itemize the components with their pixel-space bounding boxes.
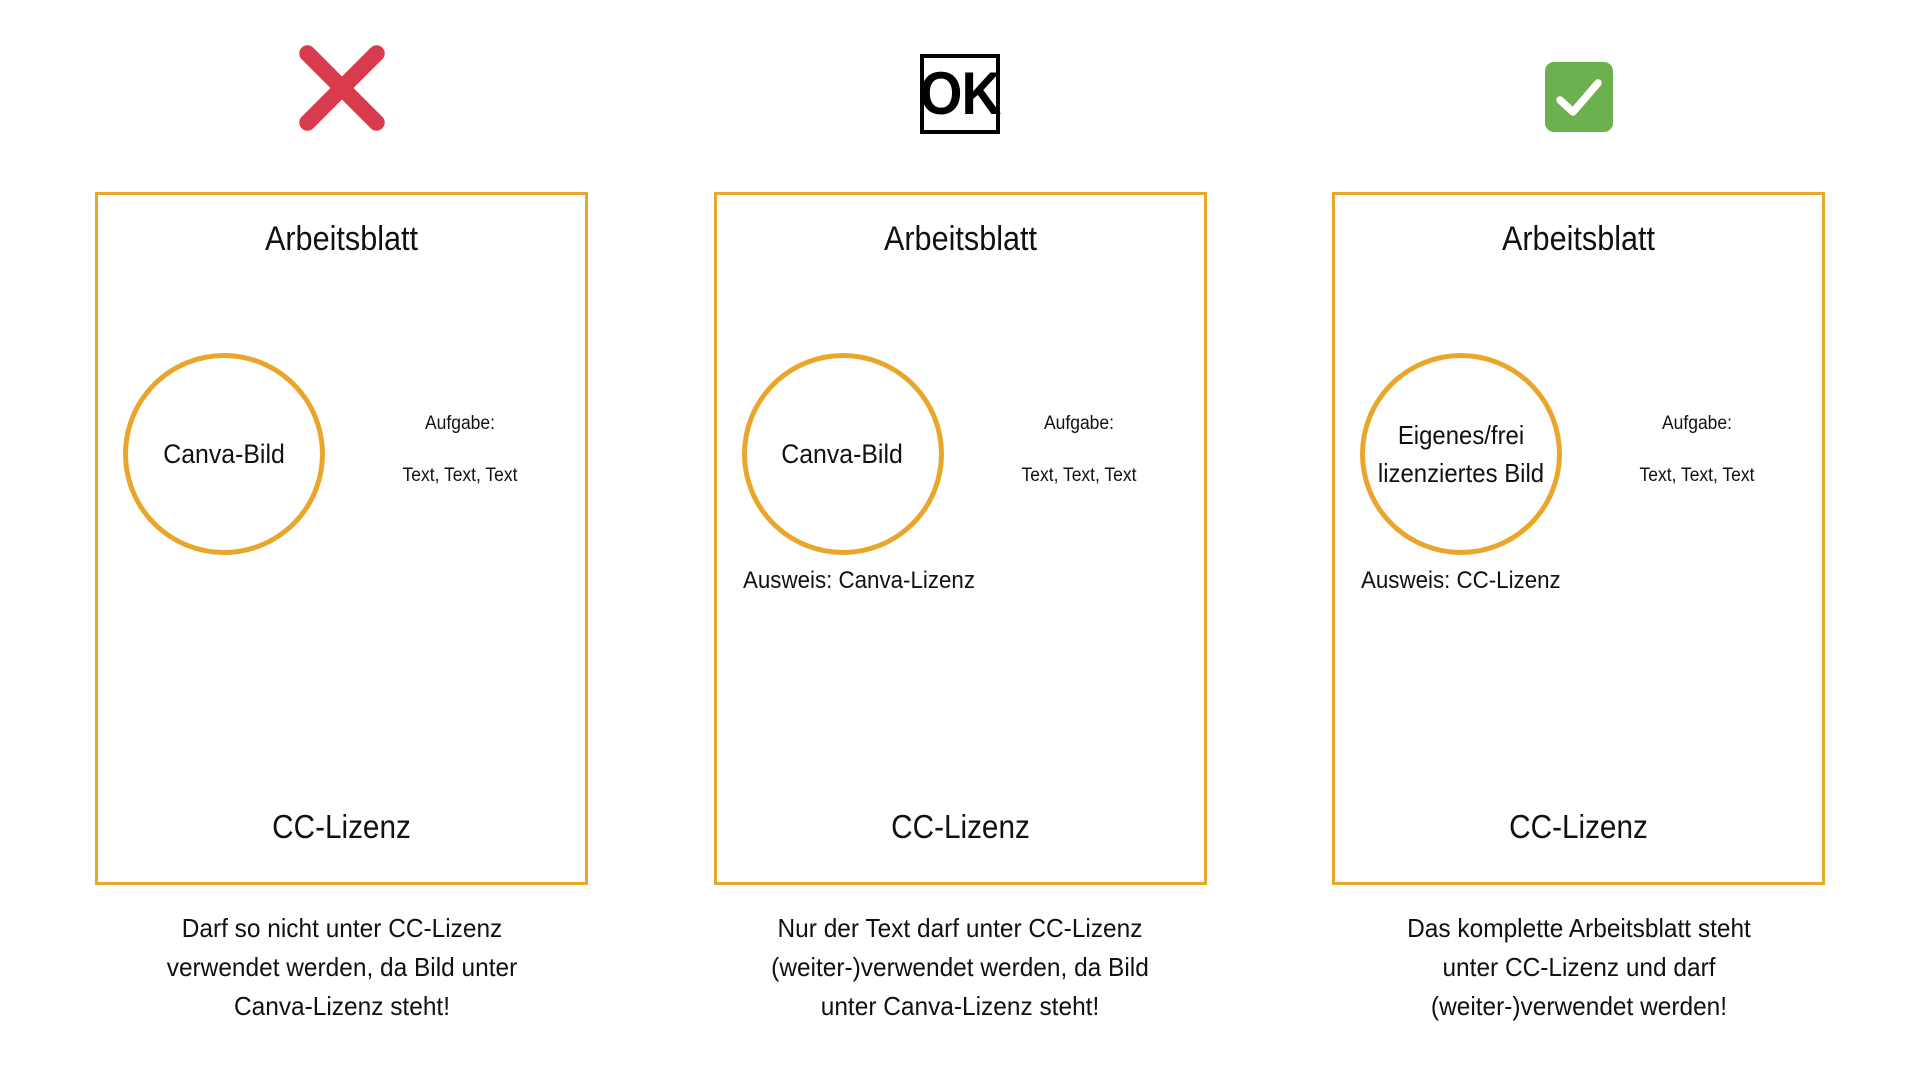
image-placeholder-circle: Canva-Bild (123, 353, 325, 555)
image-placeholder-circle: Eigenes/frei lizenziertes Bild (1360, 353, 1562, 555)
image-placeholder-label: Canva-Bild (781, 439, 904, 469)
worksheet-card: Arbeitsblatt Canva-Bild Aufgabe: Text, T… (95, 192, 588, 885)
status-icon-slot-2: OK (714, 0, 1207, 192)
worksheet-license-label: CC-Lizenz (890, 808, 1030, 845)
worksheet-license-label: CC-Lizenz (272, 808, 411, 845)
case-column-fully-allowed: Arbeitsblatt Eigenes/frei lizenziertes B… (1332, 0, 1825, 1080)
green-check-icon (1544, 62, 1613, 132)
task-block: Aufgabe: Text, Text, Text (979, 413, 1179, 487)
task-title: Aufgabe: (424, 413, 495, 434)
case-column-partly-allowed: OK Arbeitsblatt Canva-Bild Aufgabe: Text… (713, 0, 1207, 1080)
worksheet-card: Arbeitsblatt Eigenes/frei lizenziertes B… (1332, 192, 1825, 885)
image-license-note: Ausweis: CC-Lizenz (1361, 567, 1561, 594)
status-icon-slot-1 (95, 0, 588, 192)
task-block: Aufgabe: Text, Text, Text (360, 413, 560, 487)
worksheet-card: Arbeitsblatt Canva-Bild Aufgabe: Text, T… (713, 192, 1207, 885)
image-placeholder-circle: Canva-Bild (741, 353, 944, 555)
ok-box-label: OK (919, 60, 1002, 127)
worksheet-title: Arbeitsblatt (1501, 220, 1656, 258)
red-cross-icon (298, 45, 385, 131)
task-title: Aufgabe: (1043, 413, 1114, 434)
task-body: Text, Text, Text (1639, 465, 1755, 486)
task-body: Text, Text, Text (1021, 465, 1136, 486)
case-caption: Das komplette Arbeitsblatt steht unter C… (1406, 913, 1751, 1021)
image-placeholder-label: Canva-Bild (163, 439, 285, 469)
worksheet-title: Arbeitsblatt (883, 220, 1037, 258)
ok-box-icon: OK (919, 54, 1002, 134)
task-title: Aufgabe: (1661, 413, 1732, 434)
image-placeholder-label: Eigenes/frei lizenziertes Bild (1377, 420, 1545, 488)
case-column-not-allowed: Arbeitsblatt Canva-Bild Aufgabe: Text, T… (95, 0, 588, 1080)
task-body: Text, Text, Text (402, 465, 518, 486)
case-caption: Darf so nicht unter CC-Lizenz verwendet … (166, 913, 517, 1021)
task-block: Aufgabe: Text, Text, Text (1597, 413, 1797, 487)
checkmark-glyph-icon (1555, 79, 1602, 116)
case-caption: Nur der Text darf unter CC-Lizenz (weite… (771, 913, 1149, 1021)
worksheet-title: Arbeitsblatt (264, 220, 419, 258)
worksheet-license-label: CC-Lizenz (1509, 808, 1648, 845)
status-icon-slot-3 (1332, 0, 1825, 192)
image-license-note: Ausweis: Canva-Lizenz (742, 567, 975, 594)
